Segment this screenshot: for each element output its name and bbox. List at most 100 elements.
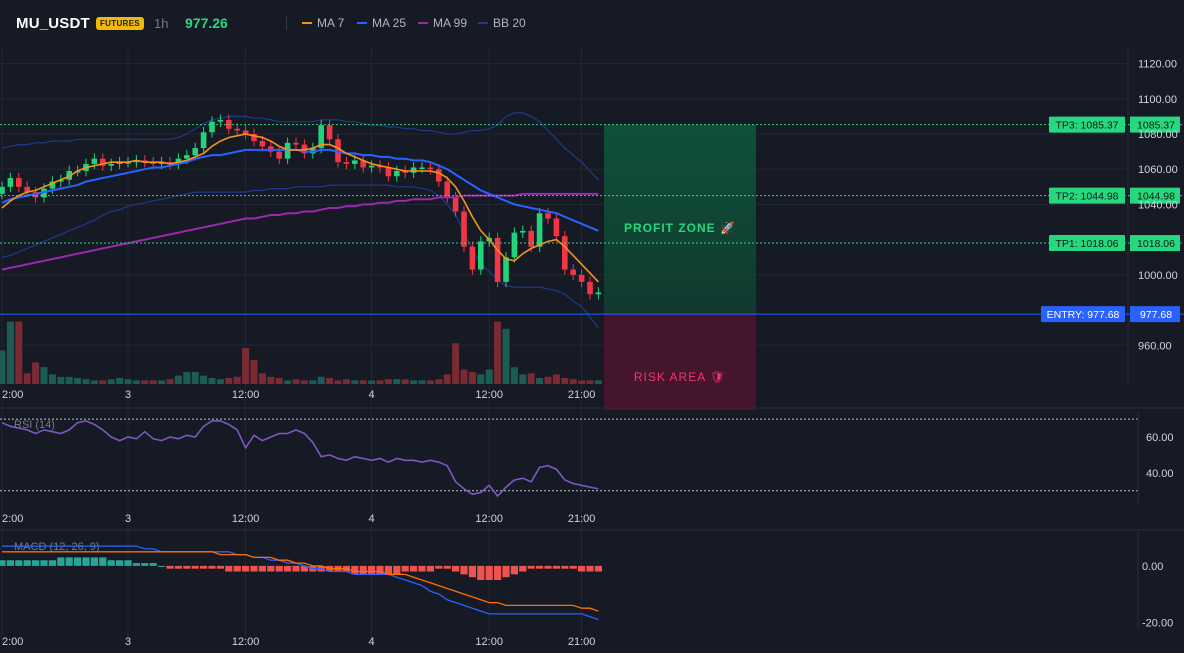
candle-body	[436, 169, 442, 182]
volume-bar	[82, 379, 90, 384]
volume-bar	[401, 379, 409, 384]
price-tick-label: 1120.00	[1138, 59, 1177, 71]
candle-body	[360, 160, 366, 168]
candle-body	[452, 197, 459, 212]
volume-bar	[578, 380, 586, 384]
macd-hist-bar	[250, 565, 258, 572]
volume-bar	[0, 350, 6, 384]
tp-label: TP2: 1044.98	[1055, 191, 1118, 203]
volume-bar	[107, 379, 115, 384]
macd-hist-bar	[376, 565, 384, 575]
volume-bar	[124, 379, 132, 384]
macd-histogram	[0, 557, 602, 580]
legend-ma25[interactable]: MA 25	[357, 16, 406, 30]
rsi-line	[1, 420, 599, 498]
candle-body	[410, 167, 417, 173]
macd-hist-bar	[477, 565, 485, 580]
volume-bar	[116, 378, 124, 384]
volume-bar	[569, 379, 577, 384]
candle-body	[7, 178, 14, 187]
candle-body	[209, 121, 215, 133]
price-tick-label: 1100.00	[1138, 94, 1177, 106]
volume-bar	[57, 376, 65, 384]
ma25-swatch-icon	[357, 22, 367, 24]
macd-hist-bar	[57, 557, 65, 566]
candle-body	[200, 132, 207, 149]
symbol-name[interactable]: MU_USDT	[16, 15, 90, 32]
volume-bar	[258, 373, 266, 384]
candle-body	[461, 211, 467, 247]
candle-body	[469, 246, 476, 270]
rsi-tick-label: 40.00	[1146, 468, 1174, 480]
candle-body	[184, 155, 190, 159]
macd-hist-bar	[284, 565, 292, 572]
candle-body	[368, 165, 375, 168]
volume-bar	[460, 369, 468, 384]
macd-hist-bar	[552, 565, 560, 569]
tp-axis-bg	[1130, 187, 1180, 204]
rsi-title: RSI (14)	[14, 419, 55, 431]
volume-bar	[216, 379, 224, 384]
macd-hist-bar	[443, 565, 451, 569]
candle-body	[301, 144, 308, 154]
volume-bar	[519, 374, 527, 384]
volume-bar	[326, 378, 334, 384]
time-tick-label: 21:00	[568, 389, 596, 401]
legend-bb20[interactable]: BB 20	[478, 16, 526, 30]
macd-hist-bar	[300, 565, 308, 572]
volume-bar	[536, 378, 544, 384]
header-divider	[286, 16, 287, 30]
macd-hist-bar	[183, 565, 191, 569]
macd-hist-bar	[410, 565, 418, 572]
volume-bar	[132, 380, 140, 384]
time-tick-label: 12:00	[475, 513, 503, 525]
volume-bar	[376, 380, 384, 384]
volume-bar	[594, 380, 602, 384]
volume-bar	[284, 380, 292, 384]
macd-hist-bar	[494, 565, 502, 580]
bb20-swatch-icon	[478, 22, 488, 24]
candle-body	[427, 167, 434, 170]
macd-hist-bar	[544, 565, 552, 569]
candle-body	[276, 151, 282, 159]
volume-bar	[99, 380, 107, 384]
volume-bars	[0, 321, 602, 384]
legend-ma99[interactable]: MA 99	[418, 16, 467, 30]
candle-body	[570, 269, 576, 275]
candle-body	[167, 162, 173, 164]
candle-body	[100, 158, 106, 166]
entry-label-bg	[1041, 306, 1125, 323]
profit-zone	[604, 124, 756, 315]
price-tick-label: 960.00	[1138, 340, 1172, 352]
macd-hist-bar	[149, 563, 157, 566]
time-tick-label: 21:00	[568, 636, 596, 648]
volume-bar	[225, 378, 233, 384]
volume-bar	[334, 380, 342, 384]
volume-bar	[544, 376, 552, 384]
candle-body	[142, 160, 148, 163]
volume-bar	[275, 378, 283, 384]
candle-body	[217, 119, 224, 122]
candle-body	[578, 274, 585, 282]
candle-body	[511, 232, 518, 258]
time-tick-label: 4	[369, 636, 375, 648]
legend-ma7[interactable]: MA 7	[302, 16, 344, 30]
macd-hist-bar	[510, 565, 518, 575]
tp-axis-bg	[1130, 116, 1180, 133]
candle-body	[58, 179, 64, 182]
volume-bar	[510, 367, 518, 384]
candle-body	[478, 241, 484, 270]
candle-body	[234, 128, 240, 131]
volume-bar	[183, 372, 191, 384]
volume-bar	[552, 374, 560, 384]
candle-body	[293, 142, 299, 145]
tp-label-bg	[1049, 116, 1125, 133]
macd-hist-bar	[191, 565, 199, 569]
volume-bar	[477, 374, 485, 384]
ma99-line	[1, 192, 599, 271]
tp-label-bg	[1049, 235, 1125, 252]
tp-axis-label: 1018.06	[1137, 238, 1175, 250]
timeframe-label[interactable]: 1h	[154, 16, 169, 31]
macd-hist-bar	[132, 563, 140, 566]
